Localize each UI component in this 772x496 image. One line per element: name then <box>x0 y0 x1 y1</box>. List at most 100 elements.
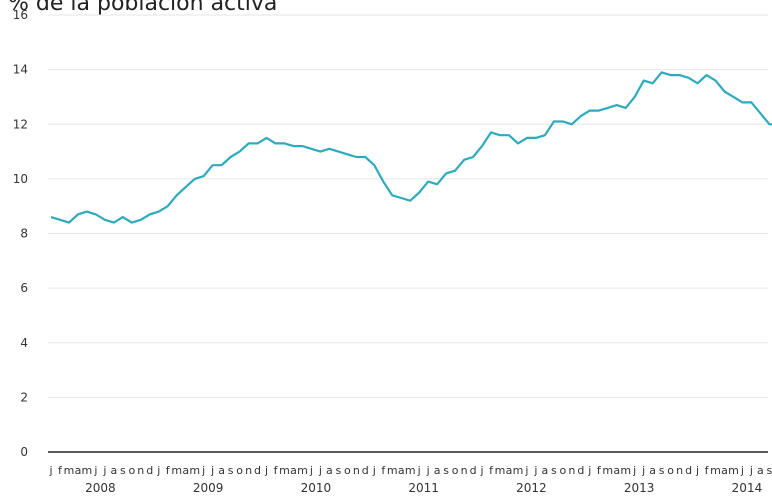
x-month-label: n <box>353 464 360 477</box>
x-year-label: 2012 <box>516 481 547 495</box>
x-month-label: j <box>632 464 636 477</box>
y-tick-label: 14 <box>13 63 28 77</box>
y-tick-label: 8 <box>20 227 28 241</box>
x-month-label: s <box>767 464 772 477</box>
x-month-label: m <box>602 464 613 477</box>
x-month-label: f <box>597 464 602 477</box>
x-month-label: m <box>64 464 75 477</box>
x-month-label: a <box>434 464 441 477</box>
x-year-label: 2011 <box>408 481 439 495</box>
y-tick-label: 4 <box>20 336 28 350</box>
x-month-label: a <box>290 464 297 477</box>
x-month-label: a <box>721 464 728 477</box>
x-month-label: a <box>542 464 549 477</box>
x-month-label: d <box>470 464 477 477</box>
x-month-label: j <box>210 464 214 477</box>
x-month-label: j <box>156 464 160 477</box>
x-month-label: m <box>279 464 290 477</box>
x-month-label: j <box>426 464 430 477</box>
x-month-label: a <box>182 464 189 477</box>
y-tick-label: 10 <box>13 172 28 186</box>
x-month-label: s <box>659 464 665 477</box>
x-month-label: f <box>489 464 494 477</box>
x-month-label: m <box>297 464 308 477</box>
x-month-label: s <box>120 464 126 477</box>
gridlines <box>48 14 768 398</box>
x-month-label: d <box>685 464 692 477</box>
x-month-label: j <box>533 464 537 477</box>
x-month-label: a <box>649 464 656 477</box>
x-month-label: a <box>613 464 620 477</box>
x-month-label: j <box>695 464 699 477</box>
x-month-label: s <box>443 464 449 477</box>
x-month-label: j <box>480 464 484 477</box>
x-month-label: a <box>326 464 333 477</box>
x-month-label: m <box>405 464 416 477</box>
y-tick-label: 12 <box>13 117 28 131</box>
x-month-label: o <box>559 464 566 477</box>
x-month-label: m <box>82 464 93 477</box>
x-month-label: j <box>318 464 322 477</box>
x-year-label: 2010 <box>301 481 332 495</box>
x-month-label: s <box>228 464 234 477</box>
x-month-label: j <box>264 464 268 477</box>
x-month-label: n <box>137 464 144 477</box>
x-month-label: m <box>513 464 524 477</box>
x-month-label: n <box>676 464 683 477</box>
x-year-label: 2009 <box>193 481 224 495</box>
x-month-label: j <box>740 464 744 477</box>
x-month-label: j <box>102 464 106 477</box>
x-month-label: n <box>245 464 252 477</box>
x-month-label: j <box>309 464 313 477</box>
y-axis-title: % de la población activa <box>8 0 278 16</box>
x-month-label: o <box>344 464 351 477</box>
x-month-label: s <box>551 464 557 477</box>
y-tick-label: 0 <box>20 445 28 459</box>
x-month-label: d <box>362 464 369 477</box>
x-month-label: j <box>48 464 52 477</box>
x-month-label: m <box>728 464 739 477</box>
x-month-label: j <box>201 464 205 477</box>
x-month-label: d <box>577 464 584 477</box>
x-month-label: a <box>110 464 117 477</box>
x-month-label: o <box>236 464 243 477</box>
x-month-label: n <box>568 464 575 477</box>
x-month-label: a <box>506 464 513 477</box>
x-month-label: j <box>641 464 645 477</box>
y-tick-label: 2 <box>20 390 28 404</box>
x-month-label: d <box>146 464 153 477</box>
x-year-label: 2013 <box>624 481 655 495</box>
x-month-label: f <box>274 464 279 477</box>
x-month-label: m <box>620 464 631 477</box>
x-month-label: f <box>58 464 63 477</box>
x-month-label: j <box>524 464 528 477</box>
y-tick-label: 16 <box>13 8 28 22</box>
x-month-label: f <box>166 464 171 477</box>
x-month-label: m <box>710 464 721 477</box>
x-month-label: o <box>667 464 674 477</box>
x-month-label: j <box>372 464 376 477</box>
x-month-label: j <box>417 464 421 477</box>
x-month-label: j <box>93 464 97 477</box>
x-month-label: s <box>335 464 341 477</box>
x-month-label: f <box>381 464 386 477</box>
x-month-label: m <box>189 464 200 477</box>
x-month-label: j <box>587 464 591 477</box>
x-month-label: a <box>398 464 405 477</box>
x-month-label: a <box>75 464 82 477</box>
x-year-label: 2008 <box>85 481 116 495</box>
y-tick-label: 6 <box>20 281 28 295</box>
x-month-label: n <box>461 464 468 477</box>
y-axis-ticks: 0 2 4 6 8 10 12 14 16 <box>13 8 28 459</box>
x-month-label: m <box>495 464 506 477</box>
series-line-unemployment <box>50 71 772 224</box>
x-month-label: a <box>757 464 764 477</box>
x-month-label: o <box>452 464 459 477</box>
x-month-label: a <box>218 464 225 477</box>
x-month-label: m <box>387 464 398 477</box>
x-month-label: o <box>128 464 135 477</box>
x-month-label: j <box>749 464 753 477</box>
x-month-label: f <box>705 464 710 477</box>
